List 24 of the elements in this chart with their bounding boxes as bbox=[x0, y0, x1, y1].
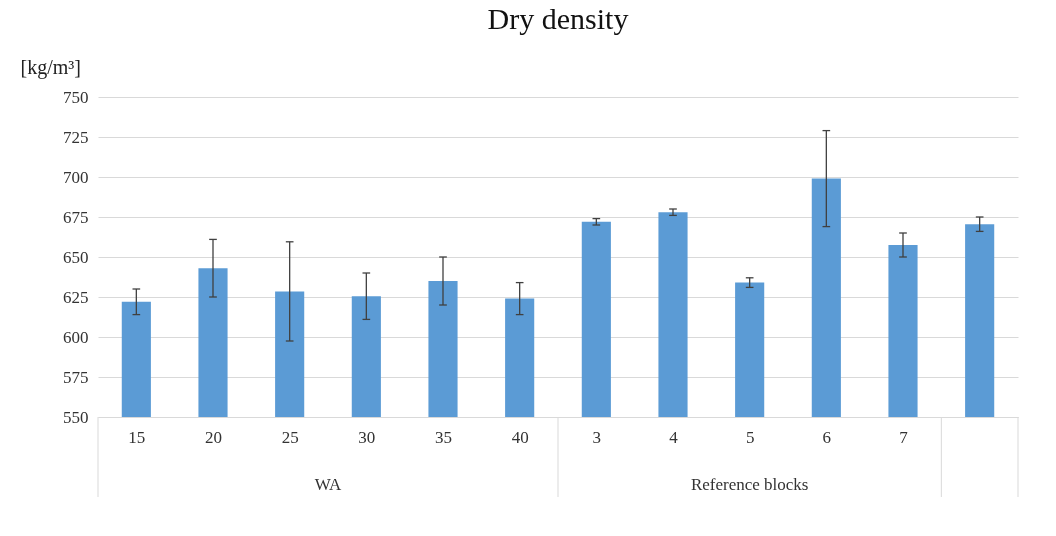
x-tick-label: 35 bbox=[435, 427, 452, 447]
y-tick-label: 600 bbox=[63, 327, 89, 347]
y-tick-label: 750 bbox=[63, 87, 89, 107]
text: WA bbox=[314, 475, 342, 494]
x-tick-label: 4 bbox=[669, 427, 679, 447]
y-tick-label: 575 bbox=[63, 367, 89, 387]
y-tick-label: 625 bbox=[63, 287, 89, 307]
x-tick-label: 7 bbox=[899, 427, 909, 447]
x-tick-label: 25 bbox=[281, 427, 299, 447]
y-axis-title: [kg/m³] bbox=[20, 55, 81, 79]
x-tick-label: 40 bbox=[511, 427, 529, 447]
x-tick-label: 15 bbox=[128, 427, 146, 447]
y-tick-label: 550 bbox=[63, 407, 89, 427]
chart-title: Dry density bbox=[487, 2, 629, 35]
y-tick-label: 725 bbox=[63, 127, 89, 147]
y-tick-label: 650 bbox=[63, 247, 89, 267]
x-tick-label: 3 bbox=[592, 427, 602, 447]
x-tick-label: 5 bbox=[745, 427, 755, 447]
x-tick-label: 6 bbox=[822, 427, 832, 447]
x-tick-label: 20 bbox=[205, 427, 222, 447]
y-tick-label: 700 bbox=[63, 167, 89, 187]
x-tick-label: 30 bbox=[358, 427, 376, 447]
y-tick-label: 675 bbox=[63, 207, 89, 227]
text: Reference blocks bbox=[690, 475, 809, 494]
